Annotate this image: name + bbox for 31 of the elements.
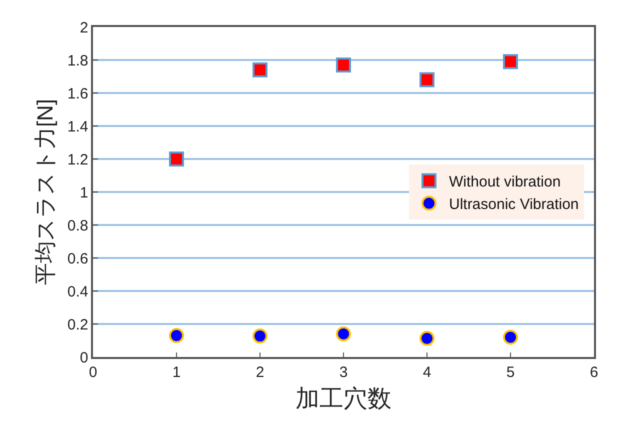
point <box>420 330 434 346</box>
y-tick-label: 0.6 <box>67 250 88 268</box>
legend-label: Without vibration <box>448 174 561 191</box>
y-tick-label: 0.4 <box>67 283 88 300</box>
x-axis-title: 加工穴数 <box>296 386 392 413</box>
y-tick-label: 1.8 <box>67 52 88 70</box>
y-tick-label: 1.2 <box>67 151 88 168</box>
y-axis-title: 平均スラスト力[N] <box>32 98 58 286</box>
x-tick-label: 1 <box>172 364 181 381</box>
legend-label: Ultrasonic Vibration <box>448 196 579 214</box>
point <box>169 152 184 166</box>
point <box>169 328 184 344</box>
y-tick-label: 2 <box>80 19 88 36</box>
point <box>420 72 434 88</box>
y-tick-label: 0.8 <box>67 217 88 234</box>
y-tick-label: 0.2 <box>67 316 88 334</box>
point <box>336 57 351 72</box>
y-tick-label: 1.6 <box>67 85 88 102</box>
point <box>503 330 518 345</box>
y-tick-label: 1.4 <box>67 118 88 136</box>
x-tick-label: 6 <box>590 364 598 381</box>
point <box>503 54 518 70</box>
x-tick-label: 4 <box>422 364 432 381</box>
point <box>252 62 268 78</box>
x-tick-label: 2 <box>256 364 264 381</box>
x-tick-label: 3 <box>339 364 348 381</box>
x-tick-label: 5 <box>506 364 515 381</box>
point <box>336 326 351 342</box>
y-tick-label: 0 <box>80 349 88 366</box>
y-tick-label: 1 <box>80 184 88 202</box>
point <box>252 328 268 344</box>
